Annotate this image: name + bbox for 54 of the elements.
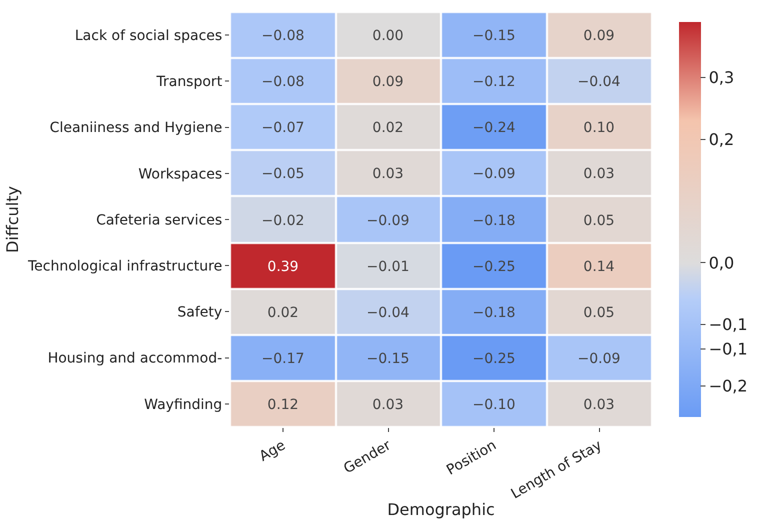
data-label: 0.12 (267, 396, 299, 413)
y-tick-label: Cafeteria services (96, 212, 222, 228)
data-label: 0.14 (583, 258, 615, 275)
y-tick-label: Workspaces (138, 166, 222, 182)
data-label: −0.24 (472, 120, 516, 136)
data-label: −0.08 (262, 74, 304, 90)
y-tick-label: Lack of social spaces (74, 28, 222, 44)
data-label: −0.01 (366, 258, 410, 275)
data-label: −0.09 (578, 350, 620, 367)
y-tick-label: Technological infrastructure (26, 258, 222, 275)
data-label: −0.09 (366, 212, 410, 229)
x-axis-title: Demographic (387, 500, 495, 519)
data-label: −0.07 (262, 120, 304, 136)
data-label: −0.12 (472, 74, 516, 90)
data-label: 0.05 (583, 304, 615, 321)
data-label: 0.03 (372, 166, 404, 182)
data-label: 0.03 (583, 166, 615, 182)
data-label: −0.15 (366, 350, 410, 367)
data-label: 0.03 (372, 396, 404, 413)
color-bar-label: 0,0 (708, 253, 734, 272)
color-bar-label: −0,2 (708, 376, 748, 396)
y-tick-label: Wayfinding (144, 396, 222, 413)
data-label: −0.02 (262, 212, 304, 229)
data-label: −0.18 (472, 304, 516, 321)
data-label: −0.10 (472, 396, 516, 413)
data-label: 0.39 (267, 258, 299, 275)
data-label: 0.05 (583, 212, 615, 229)
data-label: 0.02 (267, 304, 299, 321)
data-label: −0.25 (472, 350, 516, 367)
data-label: 0.02 (372, 120, 404, 136)
y-tick-label: Cleaniiness and Hygiene (50, 120, 222, 136)
data-label: 0.10 (583, 120, 615, 136)
data-label: 0.09 (583, 28, 615, 44)
color-bar-label: 0,2 (708, 130, 734, 149)
data-label: 0.00 (372, 28, 404, 44)
data-label: −0.17 (262, 350, 304, 367)
data-label: −0.09 (472, 166, 516, 182)
data-label: −0.05 (262, 166, 304, 182)
color-bar-label: 0,3 (708, 68, 734, 88)
data-label: −0.18 (472, 212, 516, 229)
data-label: 0.03 (583, 396, 615, 413)
data-label: −0.25 (472, 258, 516, 275)
color-bar-label: −0,1 (708, 315, 748, 334)
data-label: −0.15 (472, 28, 516, 44)
y-axis-title: Diffculty (2, 186, 22, 253)
color-bar-label: −0,1 (708, 340, 748, 359)
y-tick-label: Transport (155, 74, 223, 90)
data-label: −0.04 (578, 74, 621, 90)
data-label: −0.08 (262, 28, 304, 44)
data-label: −0.04 (366, 304, 410, 321)
x-tick-label: Age (256, 437, 288, 465)
y-tick-label: Housing and accommod- (48, 350, 222, 367)
y-tick-label: Safety (177, 304, 222, 321)
data-label: 0.09 (372, 74, 404, 90)
